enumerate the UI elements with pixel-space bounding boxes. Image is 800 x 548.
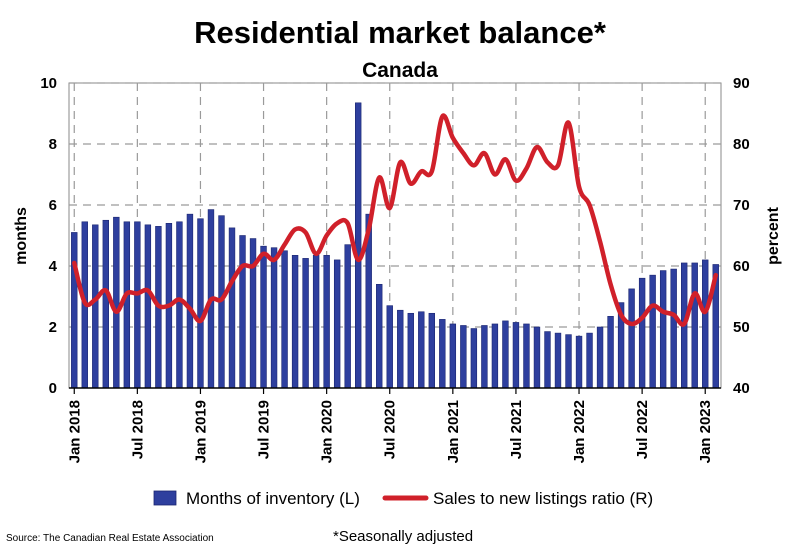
bar-month-10 [176,221,183,389]
bar-month-44 [533,326,541,389]
bar-month-56 [659,270,667,389]
chart-subtitle: Canada [362,59,438,82]
bar-month-60 [702,259,709,389]
y-axis-left-label: months [13,207,30,265]
chart-title: Residential market balance* [194,15,607,50]
bar-month-48 [575,335,583,389]
x-tick-label: Jan 2021 [445,400,462,463]
bar-month-57 [670,268,677,389]
bar-month-4 [113,216,120,389]
x-tick-label: Jul 2020 [382,400,399,459]
bar-month-6 [134,221,141,389]
bar-month-54 [638,277,646,389]
bar-month-45 [544,331,551,389]
bar-series-months-of-inventory [71,102,719,389]
bar-month-24 [323,255,330,389]
bar-month-2 [92,224,99,389]
bar-month-25 [333,259,341,389]
bar-month-26 [344,244,351,389]
bar-month-59 [691,262,698,389]
bar-month-27 [355,102,362,389]
bar-month-39 [481,325,488,389]
x-tick-label: Jul 2019 [256,400,273,459]
x-tick-label: Jul 2018 [129,400,146,459]
y-axis-right-label: percent [765,206,782,264]
x-tick-label: Jul 2021 [508,400,525,459]
bar-month-36 [449,323,457,389]
bar-month-31 [397,309,404,389]
bar-month-51 [607,316,614,389]
bar-month-7 [144,224,152,389]
x-tick-label: Jan 2019 [192,400,209,463]
legend: Months of inventory (L) Sales to new lis… [153,489,653,508]
y-right-tick-label: 90 [733,75,750,92]
x-tick-label: Jan 2020 [319,400,336,463]
x-tick-label: Jul 2022 [634,400,651,459]
y-right-tick-label: 40 [733,380,750,397]
y-right-tick-label: 50 [733,319,750,336]
y-left-tick-label: 8 [49,136,57,153]
bar-month-38 [470,328,478,389]
bar-month-30 [386,305,393,389]
bar-month-43 [523,323,530,389]
bar-month-23 [312,255,320,389]
seasonal-note: *Seasonally adjusted [333,528,473,545]
y-axis-right-ticks: 40 50 60 70 80 90 [733,75,750,397]
x-tick-label: Jan 2022 [571,400,588,463]
bar-month-55 [649,274,656,389]
y-right-tick-label: 60 [733,258,750,275]
bar-month-40 [491,323,499,389]
bar-month-46 [554,332,562,389]
legend-label-line: Sales to new listings ratio (R) [433,489,653,508]
y-left-tick-label: 4 [49,258,58,275]
bar-month-12 [197,218,204,389]
y-right-tick-label: 70 [733,197,750,214]
bar-month-35 [439,319,446,389]
bar-month-33 [418,311,425,389]
y-left-tick-label: 2 [49,319,57,336]
bar-month-50 [596,326,604,389]
bar-month-16 [239,235,246,389]
y-axis-left-ticks: 0 2 4 6 8 10 [40,75,57,397]
y-left-tick-label: 6 [49,197,57,214]
line-series-sales-to-new-listings-ratio [72,113,718,327]
bar-month-49 [586,332,593,389]
bar-month-29 [376,283,383,389]
bar-month-42 [512,322,520,389]
bar-month-53 [628,288,635,389]
bar-month-19 [270,247,278,389]
legend-label-bar: Months of inventory (L) [186,489,360,508]
bar-month-47 [565,334,572,389]
source-note: Source: The Canadian Real Estate Associa… [6,533,214,544]
y-left-tick-label: 0 [49,380,57,397]
bar-month-15 [228,227,236,389]
bar-month-5 [123,221,131,389]
x-axis-ticks: Jan 2018 Jul 2018 Jan 2019 Jul 2019 Jan 2020… [66,388,714,463]
bar-month-37 [460,325,467,389]
y-right-tick-label: 80 [733,136,750,153]
bar-month-11 [186,213,194,389]
bar-month-34 [428,312,435,389]
bar-month-18 [260,245,267,389]
bar-month-32 [407,312,414,389]
bar-month-22 [302,258,309,389]
legend-swatch-bar [153,490,177,506]
bar-month-20 [281,250,288,389]
bar-month-0 [71,232,78,389]
bar-month-3 [102,219,109,389]
x-tick-label: Jan 2023 [697,400,714,463]
y-left-tick-label: 10 [40,75,57,92]
x-tick-label: Jan 2018 [66,400,83,463]
bar-month-41 [502,320,509,389]
bar-month-21 [291,255,299,389]
